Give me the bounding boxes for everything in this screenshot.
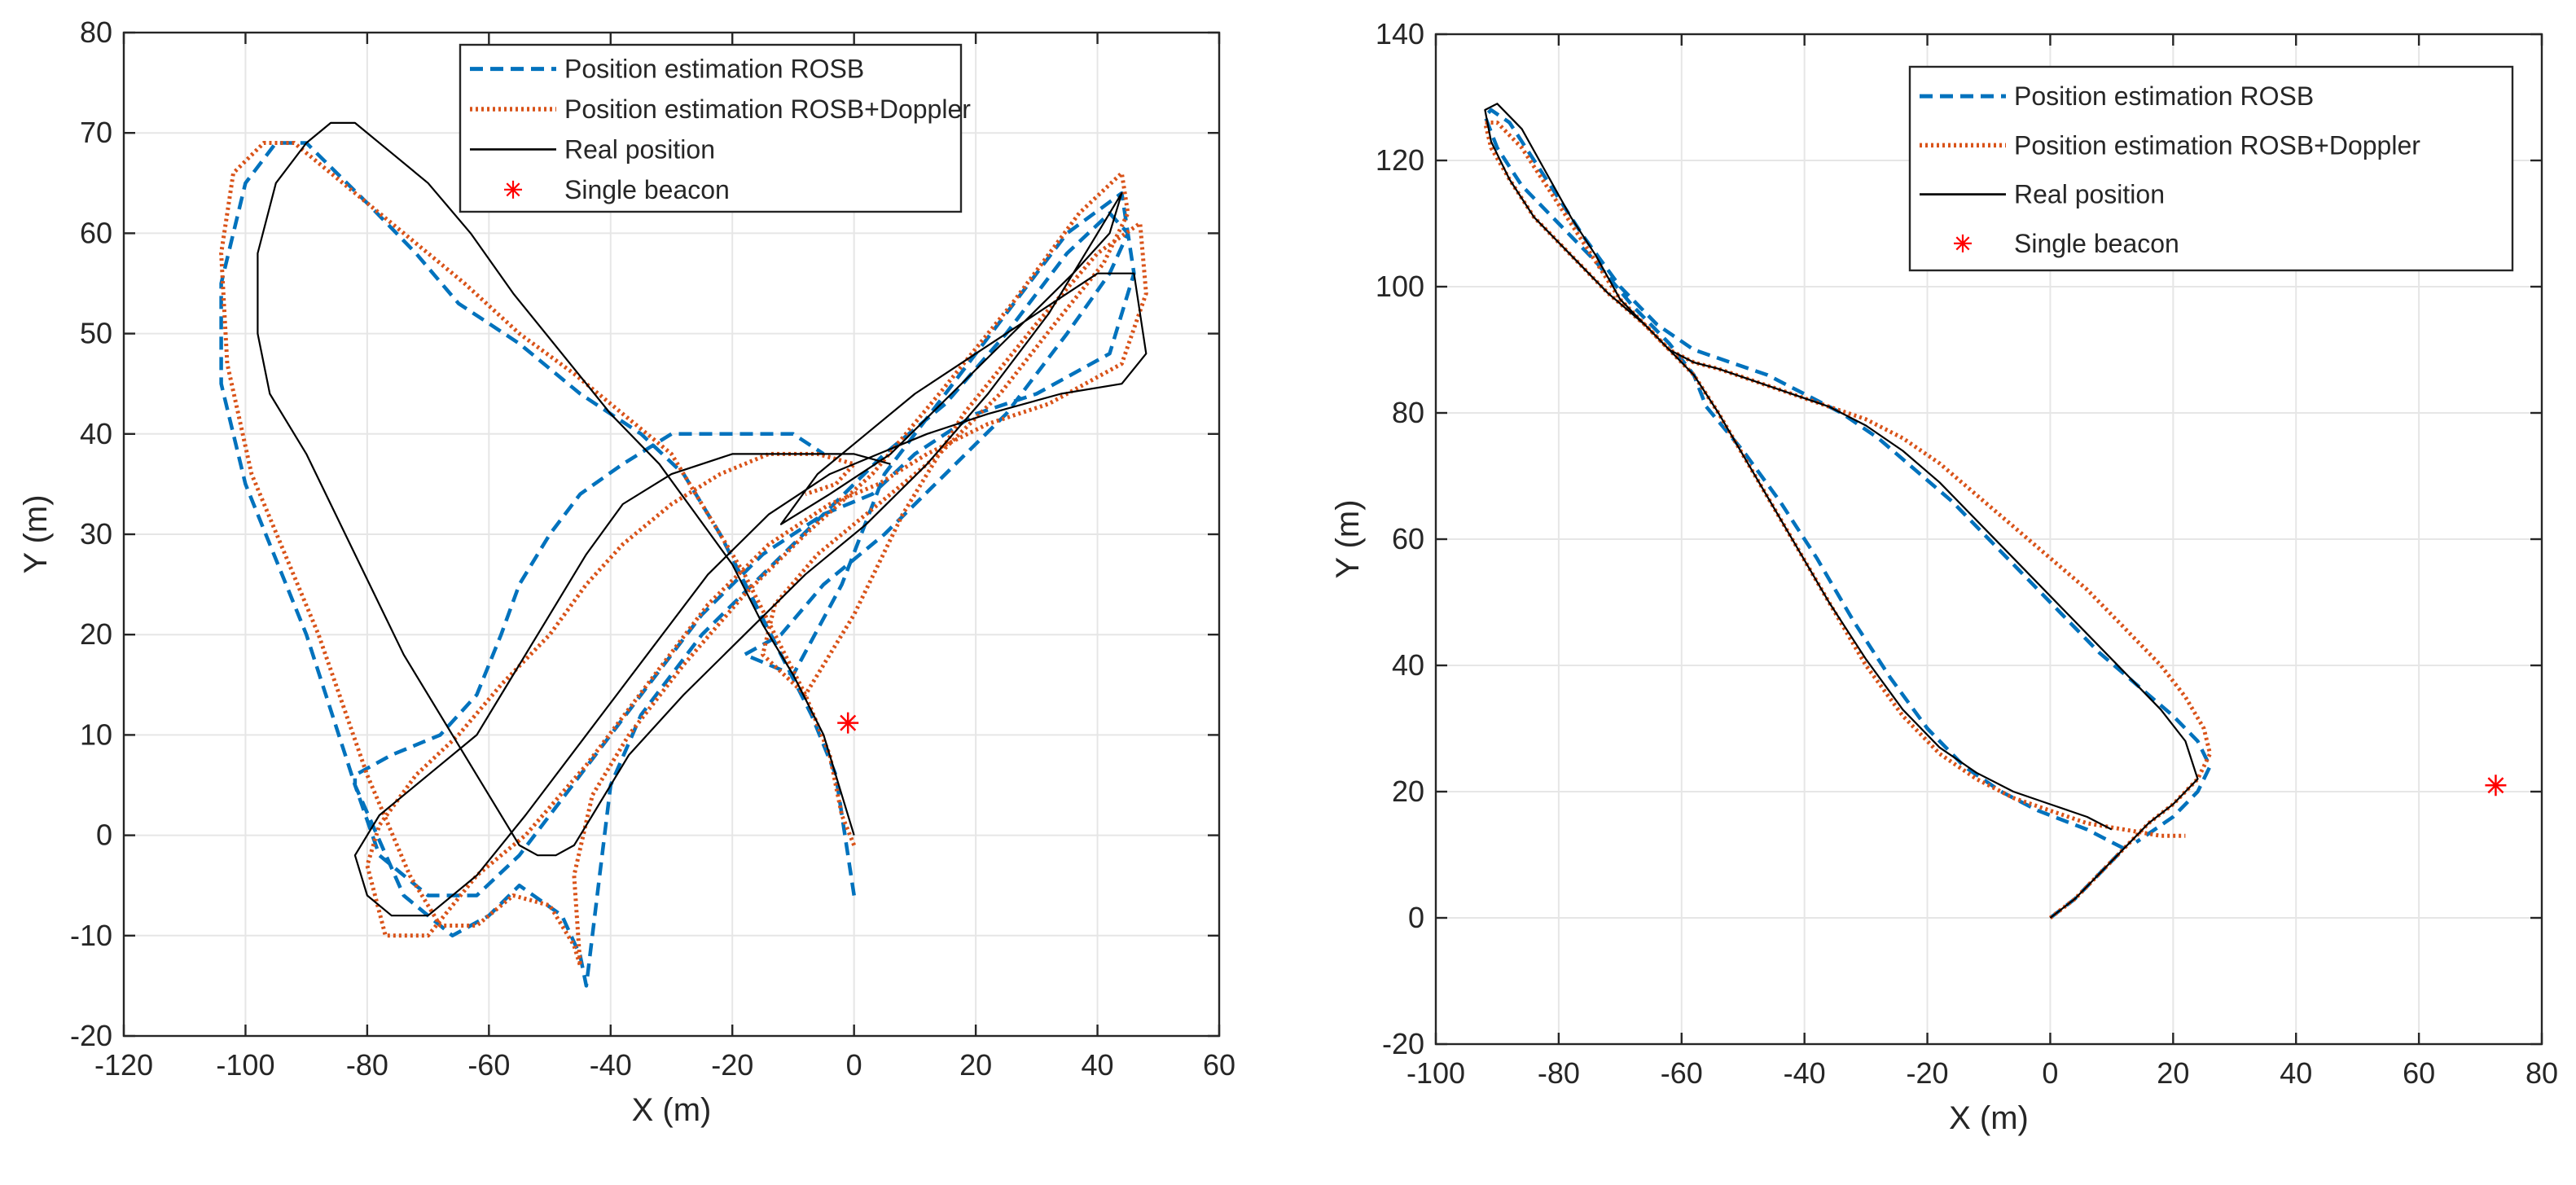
y-tick-label: 40 [80,417,112,450]
y-axis-label: Y (m) [18,494,54,573]
y-tick-label: 20 [1392,775,1424,808]
x-tick-label: -100 [1406,1056,1465,1090]
y-axis-label: Y (m) [1330,499,1366,578]
chart-1: -120 -100 -80 -60 -40 -20 0 20 40 60-20-100102030… [18,15,1235,1128]
x-tick-label: -120 [94,1048,153,1082]
chart-2: -100 -80 -60 -40 -20 0 20 40 60 80 -20 0 20 40 60 80 100… [1330,17,2558,1136]
legend-label: Single beacon [564,175,730,204]
x-tick-label: 0 [846,1048,862,1082]
y-tick-label: 40 [1392,648,1424,682]
x-tick-label: 40 [2280,1056,2312,1090]
legend-beacon-swatch [1954,234,1972,252]
legend: Position estimation ROSB Position estimat… [459,43,971,213]
y-tick-label: 100 [1376,270,1424,303]
y-tick-label: 0 [1408,901,1424,934]
series-dashed-line [1483,108,2212,919]
legend-beacon-swatch [504,180,522,199]
y-tick-label: -20 [70,1019,112,1052]
x-tick-label: -40 [1784,1056,1826,1090]
y-tick-label: 0 [96,819,112,852]
single-beacon-marker [2485,775,2507,797]
y-tick-label: 70 [80,116,112,149]
series-solid-line [1484,103,2199,919]
y-tick-label: 10 [80,718,112,751]
x-tick-label: 0 [2042,1056,2058,1090]
legend-label: Real position [2014,180,2165,209]
legend-label: Real position [564,134,715,164]
legend: Position estimation ROSB Position estimat… [1908,65,2514,272]
x-tick-label: -20 [1907,1056,1949,1090]
x-tick-label: -80 [1538,1056,1580,1090]
series-dashed-line [219,141,1136,988]
legend-box [459,43,963,213]
x-tick-label: 20 [959,1048,992,1082]
x-tick-label: -60 [467,1048,510,1082]
x-tick-label: 60 [2403,1056,2435,1090]
x-tick-label: 40 [1082,1048,1114,1082]
y-tick-label: -10 [70,919,112,952]
x-axis-label: X (m) [1949,1100,2029,1136]
y-tick-label: 60 [1392,522,1424,555]
legend-label: Single beacon [2014,229,2179,258]
y-tick-label: 140 [1376,17,1424,50]
y-tick-label: 20 [80,617,112,651]
series-dotted-line [219,141,1148,968]
x-axis-label: X (m) [632,1092,712,1128]
y-tick-label: 50 [80,317,112,350]
series-solid-line [257,121,1148,917]
legend-label: Position estimation ROSB [2014,81,2314,111]
x-tick-label: 80 [2526,1056,2558,1090]
legend-label: Position estimation ROSB+Doppler [564,94,971,124]
y-tick-label: 60 [80,216,112,249]
y-tick-label: -20 [1382,1027,1424,1060]
single-beacon-marker [837,712,859,734]
x-tick-label: 20 [2157,1056,2189,1090]
x-tick-label: -20 [711,1048,753,1082]
legend-label: Position estimation ROSB [564,55,864,84]
x-tick-label: -100 [216,1048,274,1082]
legend-box [1908,65,2514,272]
y-tick-label: 80 [1392,396,1424,429]
y-tick-label: 120 [1376,143,1424,177]
y-tick-label: 80 [80,15,112,49]
legend-label: Position estimation ROSB+Doppler [2014,130,2420,160]
x-tick-label: -60 [1661,1056,1703,1090]
x-tick-label: 60 [1203,1048,1235,1082]
y-tick-label: 30 [80,517,112,551]
x-tick-label: -80 [346,1048,388,1082]
x-tick-label: -40 [590,1048,632,1082]
